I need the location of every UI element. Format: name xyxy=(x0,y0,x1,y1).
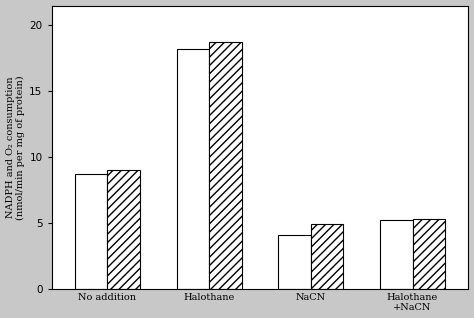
Bar xyxy=(177,49,209,289)
Bar xyxy=(209,43,242,289)
Bar xyxy=(412,219,445,289)
Bar xyxy=(278,235,311,289)
Bar xyxy=(380,220,412,289)
Bar xyxy=(75,174,108,289)
Bar xyxy=(311,224,343,289)
Bar xyxy=(108,170,140,289)
Y-axis label: NADPH and O₂ consumption
(nmol/min per mg of protein): NADPH and O₂ consumption (nmol/min per m… xyxy=(6,75,25,219)
